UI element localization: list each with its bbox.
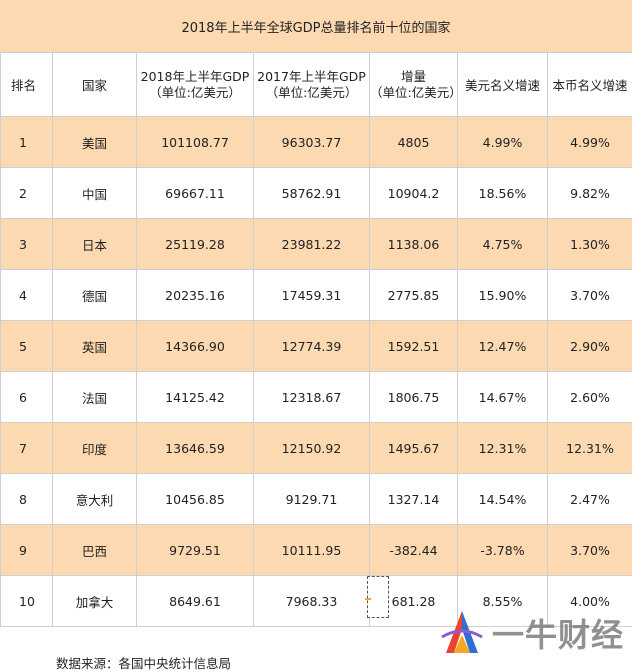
cell-usd-growth: 12.31% [458,423,548,474]
cell-usd-growth: 4.99% [458,117,548,168]
cell-usd-growth: 18.56% [458,168,548,219]
cell-gdp-2017: 96303.77 [254,117,370,168]
cell-gdp-2018: 8649.61 [137,576,254,627]
table-title: 2018年上半年全球GDP总量排名前十位的国家 [0,0,632,53]
cell-gdp-2018: 69667.11 [137,168,254,219]
gdp-table: 排名 国家 2018年上半年GDP （单位:亿美元） 2017年上半年GDP （… [0,52,632,627]
watermark: 一牛财经 [436,606,632,660]
cell-rank: 4 [1,270,53,321]
table-row: 3 日本 25119.28 23981.22 1138.06 4.75% 1.3… [1,219,632,270]
header-increase-title: 增量 [370,69,457,85]
cell-increase: 1592.51 [370,321,458,372]
cell-increase: 1138.06 [370,219,458,270]
cell-country: 日本 [53,219,137,270]
cell-increase: -382.44 [370,525,458,576]
cell-increase: 1495.67 [370,423,458,474]
cell-gdp-2018: 25119.28 [137,219,254,270]
cell-rank: 7 [1,423,53,474]
table-row: 4 德国 20235.16 17459.31 2775.85 15.90% 3.… [1,270,632,321]
cell-local-growth: 3.70% [548,270,632,321]
cell-gdp-2017: 7968.33 [254,576,370,627]
header-gdp-2017-title: 2017年上半年GDP [254,69,369,85]
header-local-growth: 本币名义增速 [548,53,632,117]
header-gdp-2017-unit: （单位:亿美元） [254,85,369,101]
cell-country: 美国 [53,117,137,168]
cell-country: 中国 [53,168,137,219]
data-source-note: 数据来源：各国中央统计信息局 [56,653,231,672]
cell-gdp-2018: 9729.51 [137,525,254,576]
cell-gdp-2018: 14366.90 [137,321,254,372]
cell-rank: 2 [1,168,53,219]
header-increase-unit: （单位:亿美元） [370,85,457,101]
cell-gdp-2018: 10456.85 [137,474,254,525]
cell-gdp-2017: 9129.71 [254,474,370,525]
cell-rank: 8 [1,474,53,525]
cell-country: 意大利 [53,474,137,525]
header-country: 国家 [53,53,137,117]
cell-increase: 1806.75 [370,372,458,423]
cell-country: 巴西 [53,525,137,576]
table-row: 6 法国 14125.42 12318.67 1806.75 14.67% 2.… [1,372,632,423]
cell-local-growth: 3.70% [548,525,632,576]
cell-rank: 3 [1,219,53,270]
cell-usd-growth: 14.67% [458,372,548,423]
table-row: 8 意大利 10456.85 9129.71 1327.14 14.54% 2.… [1,474,632,525]
cell-local-growth: 1.30% [548,219,632,270]
cell-gdp-2017: 10111.95 [254,525,370,576]
cell-increase: 10904.2 [370,168,458,219]
header-gdp-2018: 2018年上半年GDP （单位:亿美元） [137,53,254,117]
header-usd-growth: 美元名义增速 [458,53,548,117]
dashed-selection-box [367,576,389,618]
header-row: 排名 国家 2018年上半年GDP （单位:亿美元） 2017年上半年GDP （… [1,53,632,117]
cell-gdp-2017: 12150.92 [254,423,370,474]
cell-usd-growth: -3.78% [458,525,548,576]
cell-local-growth: 4.99% [548,117,632,168]
cell-rank: 10 [1,576,53,627]
cell-rank: 1 [1,117,53,168]
cell-increase: 4805 [370,117,458,168]
header-rank: 排名 [1,53,53,117]
cell-usd-growth: 14.54% [458,474,548,525]
cell-gdp-2018: 14125.42 [137,372,254,423]
yiniu-logo-icon [436,607,488,659]
cell-gdp-2017: 12774.39 [254,321,370,372]
cell-local-growth: 2.60% [548,372,632,423]
table-row: 5 英国 14366.90 12774.39 1592.51 12.47% 2.… [1,321,632,372]
cell-rank: 9 [1,525,53,576]
header-gdp-2018-title: 2018年上半年GDP [137,69,253,85]
cell-country: 德国 [53,270,137,321]
cell-country: 加拿大 [53,576,137,627]
cell-gdp-2017: 17459.31 [254,270,370,321]
cell-increase: 1327.14 [370,474,458,525]
cell-gdp-2017: 23981.22 [254,219,370,270]
cell-local-growth: 12.31% [548,423,632,474]
header-increase: 增量 （单位:亿美元） [370,53,458,117]
watermark-text: 一牛财经 [492,610,624,656]
cell-gdp-2017: 12318.67 [254,372,370,423]
cell-gdp-2018: 20235.16 [137,270,254,321]
table-row: 2 中国 69667.11 58762.91 10904.2 18.56% 9.… [1,168,632,219]
header-gdp-2017: 2017年上半年GDP （单位:亿美元） [254,53,370,117]
cell-local-growth: 9.82% [548,168,632,219]
table-row: 1 美国 101108.77 96303.77 4805 4.99% 4.99% [1,117,632,168]
cell-rank: 6 [1,372,53,423]
table-row: 9 巴西 9729.51 10111.95 -382.44 -3.78% 3.7… [1,525,632,576]
cell-country: 法国 [53,372,137,423]
cell-local-growth: 2.47% [548,474,632,525]
cell-country: 印度 [53,423,137,474]
cell-gdp-2018: 13646.59 [137,423,254,474]
cell-usd-growth: 4.75% [458,219,548,270]
cell-rank: 5 [1,321,53,372]
header-gdp-2018-unit: （单位:亿美元） [137,85,253,101]
cell-usd-growth: 12.47% [458,321,548,372]
cell-gdp-2018: 101108.77 [137,117,254,168]
cell-country: 英国 [53,321,137,372]
cell-usd-growth: 15.90% [458,270,548,321]
cell-local-growth: 2.90% [548,321,632,372]
table-row: 7 印度 13646.59 12150.92 1495.67 12.31% 12… [1,423,632,474]
orange-marker [365,598,371,600]
cell-gdp-2017: 58762.91 [254,168,370,219]
cell-increase: 2775.85 [370,270,458,321]
